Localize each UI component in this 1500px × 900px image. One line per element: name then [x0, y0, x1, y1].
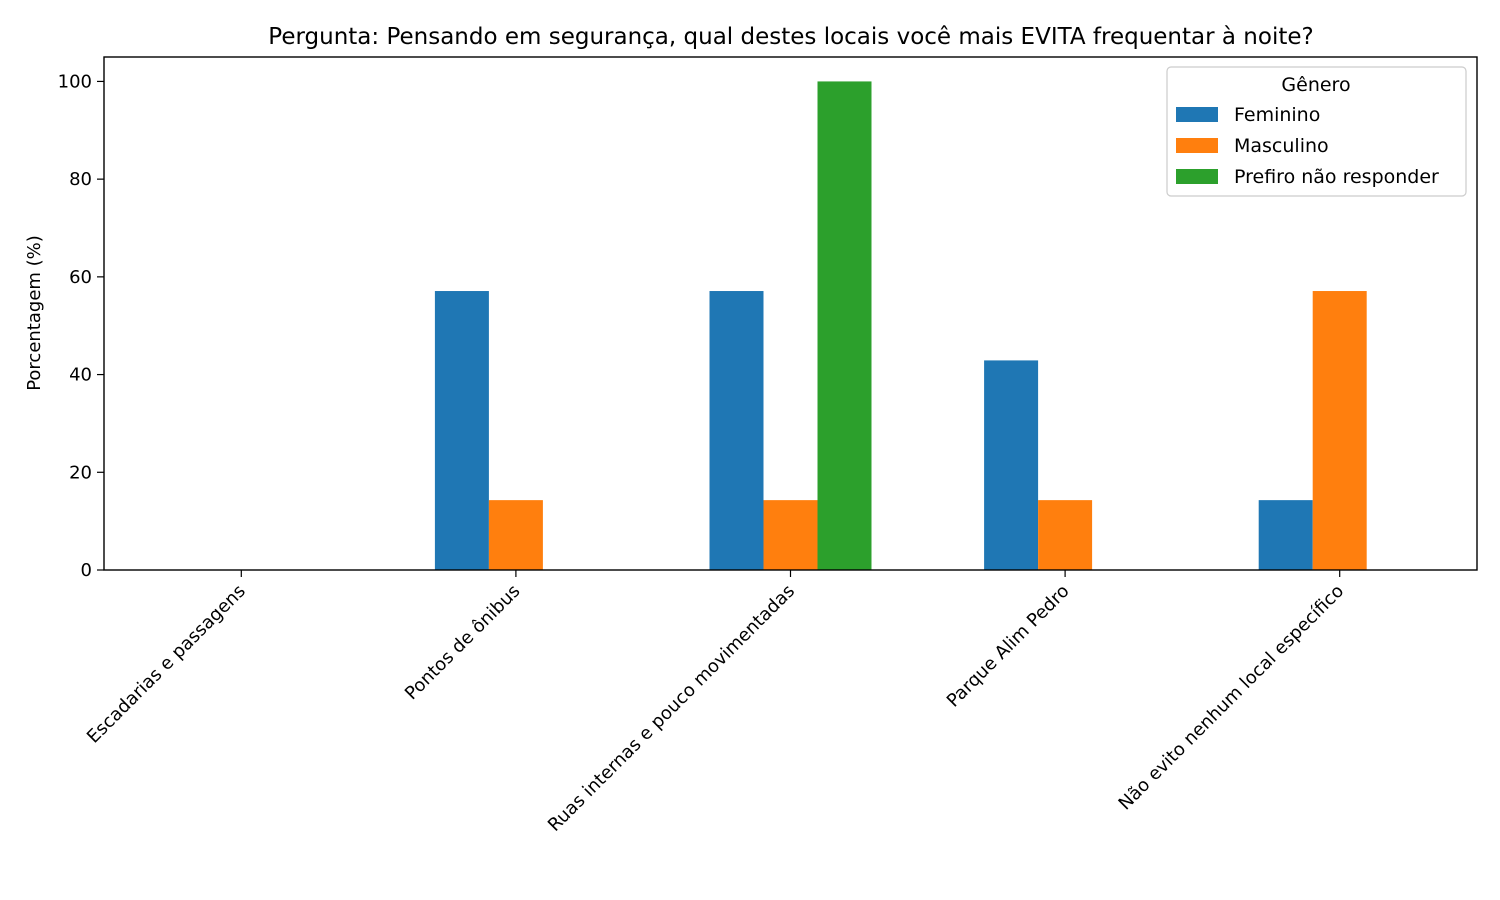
bar [488, 500, 543, 570]
legend-items: Feminino Masculino Prefiro não responder [1176, 104, 1439, 188]
y-axis-label: Porcentagem (%) [24, 235, 45, 391]
bar [1258, 500, 1313, 570]
bar [1312, 291, 1367, 570]
legend-label: Feminino [1234, 104, 1320, 126]
bar [763, 500, 818, 570]
x-axis: Escadarias e passagens Pontos de ônibus Ru… [83, 570, 1348, 836]
legend-swatch [1176, 107, 1218, 122]
bar [709, 291, 764, 570]
y-tick-label: 60 [69, 267, 92, 288]
legend-swatch [1176, 169, 1218, 184]
bar [1038, 500, 1093, 570]
legend-label: Prefiro não responder [1234, 166, 1439, 188]
x-tick-label: Parque Alim Pedro [943, 581, 1074, 712]
x-tick-label: Ruas internas e pouco movimentadas [544, 581, 799, 836]
y-tick-label: 80 [69, 169, 92, 190]
bar [984, 360, 1039, 570]
x-tick-label: Escadarias e passagens [83, 581, 250, 748]
bars-group [434, 81, 1367, 570]
y-axis: 0 20 40 60 80 100 [58, 71, 104, 581]
legend-title: Gênero [1281, 74, 1350, 96]
x-tick-label: Não evito nenhum local específico [1115, 581, 1349, 815]
chart-title: Pergunta: Pensando em segurança, qual de… [268, 24, 1313, 50]
y-tick-label: 20 [69, 462, 92, 483]
legend: Gênero Feminino Masculino Prefiro não resp… [1166, 66, 1467, 197]
y-tick-label: 40 [69, 365, 92, 386]
legend-swatch [1176, 138, 1218, 153]
y-tick-label: 0 [81, 560, 92, 581]
bar [817, 81, 872, 570]
x-tick-label: Pontos de ônibus [401, 581, 525, 705]
legend-label: Masculino [1234, 135, 1329, 157]
y-tick-label: 100 [58, 71, 92, 92]
legend-box [1166, 66, 1467, 197]
bar [434, 291, 489, 570]
